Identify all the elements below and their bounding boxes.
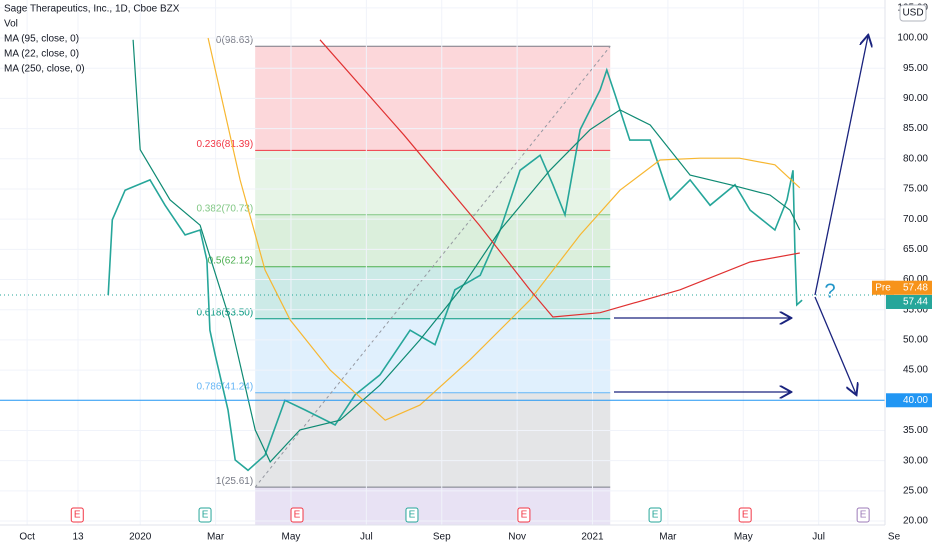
currency[interactable]: USD [902,8,923,19]
price-tag-name-box [872,280,894,295]
y-tick-label: 55.00 [903,304,928,315]
y-tick-label: 35.00 [903,425,928,436]
y-tick-label: 100.00 [897,33,928,44]
price-tag-value: 40.00 [903,395,928,406]
y-tick-label: 70.00 [903,214,928,225]
x-tick-label: Jul [360,532,373,543]
x-tick-label: May [734,532,753,543]
event-marker: E [856,507,870,523]
legend: Sage Therapeutics, Inc., 1D, Cboe BZX Vo… [4,4,180,75]
y-tick-label: 60.00 [903,274,928,285]
arrow [814,296,856,394]
chart-title: Sage Therapeutics, Inc., 1D, Cboe BZX [4,4,180,15]
ma-line [132,39,801,463]
fib-label: 1(25.61) [216,476,253,487]
fib-label: 0.786(41.24) [196,381,253,392]
event-marker: E [70,507,84,523]
x-tick-label: Mar [659,532,677,543]
fib-band [255,318,611,393]
fib-label: 0.618(53.50) [196,307,253,318]
x-tick-label: May [282,532,301,543]
x-tick-label: Nov [508,532,526,543]
event-box [517,507,531,523]
event-box [648,507,662,523]
subtitle: Vol [4,19,18,30]
y-tick-label: 75.00 [903,184,928,195]
ma-line [319,39,800,318]
price-tag-name: Pre [875,282,891,293]
x-tick-label: Mar [207,532,225,543]
legend-entry: MA (95, close, 0) [4,34,79,45]
ma-line [207,37,801,421]
y-tick-label: 80.00 [903,153,928,164]
arrow [814,36,868,296]
price-axis-panel [885,0,932,550]
event-label: E [742,510,749,521]
event-marker: E [648,507,662,523]
fib-band [255,392,611,488]
event-label: E [860,510,867,521]
price-line [107,67,803,472]
event-label: E [652,510,659,521]
event-label: E [74,510,81,521]
y-tick-label: 20.00 [903,516,928,527]
y-tick-label: 85.00 [903,123,928,134]
event-box [738,507,752,523]
price-tag-value: 57.44 [903,297,928,308]
price-tag [886,280,932,295]
event-box [198,507,212,523]
y-tick-label: 90.00 [903,93,928,104]
event-box [856,507,870,523]
fib-band [255,150,611,215]
y-tick-label: 50.00 [903,335,928,346]
event-marker: E [290,507,304,523]
event-label: E [521,510,528,521]
currency-box[interactable] [899,4,927,22]
fib-label: 0.236(81.39) [196,139,253,150]
event-label: E [409,510,416,521]
event-marker: E [198,507,212,523]
x-tick-label: Jul [812,532,825,543]
event-marker: E [517,507,531,523]
price-tag-value: 57.48 [903,282,928,293]
fib-label: 0(98.63) [216,35,253,46]
y-tick-label: 65.00 [903,244,928,255]
fib-trend [254,45,611,488]
x-tick-label: 2021 [581,532,604,543]
x-tick-label: Se [888,532,901,543]
y-tick-label: 25.00 [903,485,928,496]
y-tick-label: 95.00 [903,63,928,74]
legend-entry: MA (250, close, 0) [4,64,85,75]
fib-label: 0.382(70.73) [196,203,253,214]
y-tick-label: 45.00 [903,365,928,376]
x-tick-label: Sep [433,532,451,543]
y-tick-label: 30.00 [903,455,928,466]
event-label: E [294,510,301,521]
event-marker: E [405,507,419,523]
event-label: E [202,510,209,521]
event-box [290,507,304,523]
price-tag [886,294,932,309]
price-tag [886,393,932,408]
event-box [405,507,419,523]
event-box [70,507,84,523]
event-marker: E [738,507,752,523]
x-tick-label: 13 [72,532,84,543]
fib-band [255,487,611,525]
legend-entry: MA (22, close, 0) [4,49,79,60]
fib-band [255,266,611,319]
x-tick-label: 2020 [129,532,152,543]
annotation: ? [824,280,835,302]
fib-label: 0.5(62.12) [208,255,254,266]
fib-band [255,214,611,267]
x-tick-label: Oct [19,532,35,543]
